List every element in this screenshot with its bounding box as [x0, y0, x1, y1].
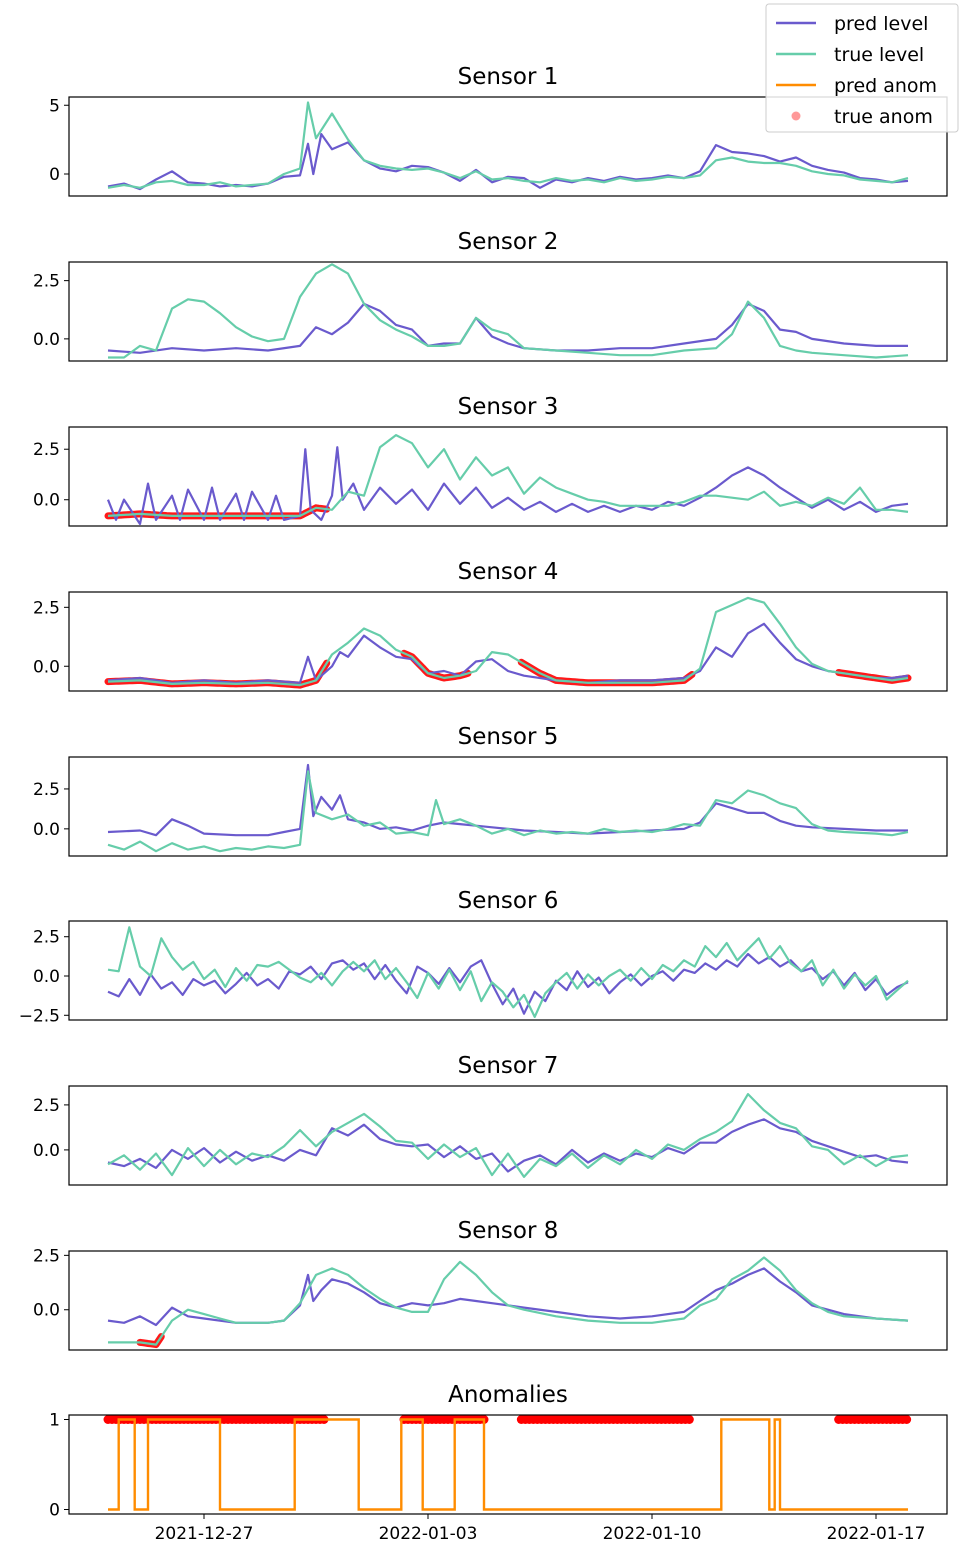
- true-level-line: [108, 263, 909, 359]
- pred-level-line: [107, 133, 909, 191]
- axes-frame: [68, 920, 948, 1021]
- xtick-label: 2022-01-17: [827, 1524, 926, 1544]
- true-level-line: [107, 596, 909, 687]
- panel-title: Anomalies: [448, 1382, 568, 1408]
- panel-title: Sensor 7: [458, 1053, 559, 1079]
- ytick-label: −2.5: [19, 1006, 60, 1026]
- ytick-label: 0.0: [33, 491, 60, 511]
- ytick-label: 2.5: [33, 780, 60, 800]
- ytick-label: 2.5: [33, 272, 60, 292]
- true-anomaly-dot: [902, 1415, 912, 1424]
- ytick-label: 0.0: [33, 1301, 60, 1321]
- sensor-panel: Sensor 6: [107, 888, 909, 1018]
- legend-label: true anom: [834, 106, 933, 128]
- pred-level-line: [107, 622, 909, 684]
- pred-level-line: [107, 1118, 909, 1173]
- pred-level-line: [107, 302, 908, 354]
- pred-level-line: [106, 446, 909, 526]
- axes-frame: [68, 756, 948, 857]
- true-anomaly-dot: [684, 1415, 694, 1424]
- ytick-label: 0: [49, 165, 60, 185]
- ytick-label: 2.5: [33, 928, 60, 948]
- sensor-panel: Sensor 8: [107, 1218, 909, 1349]
- ytick-label: 0.0: [33, 1141, 60, 1161]
- pred-anomaly-line: [108, 1418, 908, 1511]
- panel-title: Sensor 1: [458, 64, 559, 90]
- ytick-label: 2.5: [33, 440, 60, 460]
- ytick-label: 5: [49, 96, 60, 116]
- ytick-label: 2.5: [33, 1096, 60, 1116]
- sensor-panel: Sensor 3: [104, 394, 909, 526]
- true-level-line: [107, 770, 909, 853]
- sensor-panel: Sensor 4: [104, 559, 912, 689]
- xtick-label: 2022-01-03: [379, 1524, 478, 1544]
- axes-frame: [68, 591, 948, 692]
- panel-title: Sensor 5: [458, 724, 559, 750]
- pred-level-line: [107, 952, 909, 1015]
- panel-title: Sensor 8: [458, 1218, 559, 1244]
- ytick-label: 2.5: [33, 598, 60, 618]
- sensor-panel: Sensor 5: [107, 724, 909, 853]
- legend-label: pred level: [834, 13, 928, 35]
- ytick-label: 2.5: [33, 1246, 60, 1266]
- panel-title: Sensor 4: [458, 559, 559, 585]
- legend-box: [765, 3, 959, 133]
- sensor-panel: Sensor 1: [107, 64, 909, 191]
- ytick-label: 0.0: [33, 657, 60, 677]
- true-level-line: [108, 1256, 909, 1346]
- xtick-label: 2021-12-27: [155, 1524, 254, 1544]
- axes-frame: [68, 1085, 948, 1186]
- true-level-line: [107, 1093, 909, 1178]
- axes-frame: [68, 1250, 948, 1351]
- legend: pred level true level pred anom true anom: [765, 3, 959, 133]
- pred-level-line: [107, 763, 908, 837]
- legend-swatch-dot: [791, 111, 801, 121]
- pred-level-line: [107, 1267, 909, 1327]
- ytick-label: 0.0: [33, 330, 60, 350]
- true-level-line: [107, 434, 909, 517]
- ytick-label: 0.0: [33, 820, 60, 840]
- ytick-label: 0.0: [33, 967, 60, 987]
- legend-label: pred anom: [834, 75, 937, 97]
- ytick-label: 0: [49, 1501, 60, 1521]
- axes-frame: [68, 261, 948, 362]
- axes-frame: [68, 96, 948, 197]
- panel-title: Sensor 2: [458, 229, 559, 255]
- panel-title: Sensor 6: [458, 888, 559, 914]
- ytick-label: 1: [49, 1411, 60, 1431]
- axes-frame: [68, 1414, 948, 1515]
- sensor-panel: Sensor 2: [107, 229, 909, 359]
- sensor-panel: Sensor 7: [107, 1053, 909, 1178]
- xtick-label: 2022-01-10: [603, 1524, 702, 1544]
- true-level-line: [107, 101, 909, 189]
- legend-label: true level: [834, 44, 924, 66]
- true-level-line: [107, 926, 909, 1018]
- panel-title: Sensor 3: [458, 394, 559, 420]
- axes-frame: [68, 426, 948, 527]
